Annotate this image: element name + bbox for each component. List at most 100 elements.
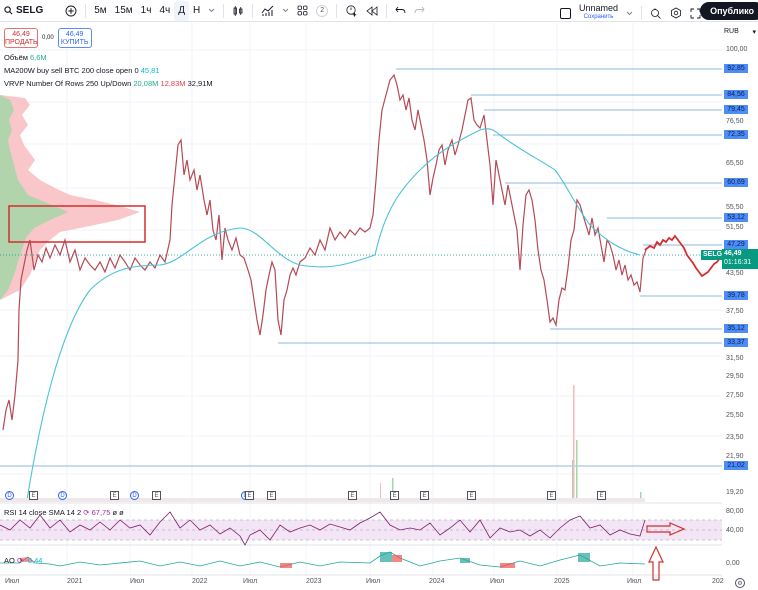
horizontal-levels[interactable] (0, 68, 722, 467)
timeframe-4h[interactable]: 4ч (159, 5, 171, 16)
undo-button[interactable] (391, 1, 410, 21)
layouts-button[interactable] (293, 1, 312, 21)
bar-countdown: 01:16:31 (724, 259, 752, 266)
ma-value: 45,81 (140, 66, 160, 75)
indicators-dropdown[interactable] (278, 1, 293, 21)
scale-label: 65,50 (726, 160, 744, 167)
currency-select[interactable]: RUB ▾ (724, 28, 756, 36)
ao-name: AO (4, 556, 15, 565)
scale-label: 43,50 (726, 270, 744, 277)
rsi-scale-40: 40,00 (726, 527, 744, 534)
earnings-marker[interactable]: E (152, 491, 161, 500)
earnings-marker[interactable]: E (420, 491, 429, 500)
rsi-scale-80: 80,00 (726, 508, 744, 515)
layout-name-button[interactable]: Unnamed Сохранить (575, 4, 622, 22)
divider (223, 3, 225, 18)
time-label: 2024 (429, 578, 445, 585)
layouts-count[interactable]: 2 (312, 1, 332, 21)
gear-icon (671, 7, 681, 19)
indicators-button[interactable] (257, 1, 278, 21)
level-tag: 84,56 (724, 90, 748, 99)
earnings-marker[interactable]: E (597, 491, 606, 500)
time-label: Июл (130, 578, 145, 585)
up-arrow-annotation[interactable] (648, 545, 664, 581)
earnings-marker[interactable]: E (348, 491, 357, 500)
rewind-icon (366, 5, 378, 16)
timeframe-15m[interactable]: 15м (114, 5, 133, 16)
legend-vrvp[interactable]: VRVP Number Of Rows 250 Up/Down 20,08M 1… (4, 77, 213, 90)
scale-label: 76,50 (726, 118, 744, 125)
scale-label: 19,20 (726, 489, 744, 496)
last-price: 46,49 (724, 250, 742, 257)
ao-scale-0: 0,00 (726, 560, 740, 567)
rsi-extra-1: ø (112, 508, 118, 517)
earnings-marker[interactable]: E (467, 491, 476, 500)
replay-button[interactable] (362, 1, 382, 21)
alert-button[interactable] (341, 1, 362, 21)
scale-label: 100,00 (726, 46, 748, 53)
divider (252, 3, 254, 18)
scale-label: 25,50 (726, 412, 744, 419)
gear-icon: ⚙ (737, 580, 743, 587)
dividend-marker[interactable]: D (130, 491, 139, 500)
earnings-marker[interactable]: E (547, 491, 556, 500)
chart-canvas[interactable] (0, 23, 722, 590)
timeframe-1h[interactable]: 1ч (140, 5, 152, 16)
undo-icon (395, 6, 406, 14)
level-tag: 21,02 (724, 461, 748, 470)
sell-label: ПРОДАТЬ (5, 39, 38, 46)
layout-dropdown[interactable] (622, 3, 637, 23)
earnings-marker[interactable]: E (267, 491, 276, 500)
quick-search-button[interactable] (646, 3, 666, 23)
fullscreen-button[interactable] (686, 3, 705, 23)
square-icon (560, 7, 571, 19)
rsi-arrow-annotation[interactable] (646, 522, 686, 536)
publish-button[interactable]: Опублико (700, 2, 758, 20)
sell-button[interactable]: 46,49 ПРОДАТЬ (4, 28, 38, 48)
legend-ma200w[interactable]: MA200W buy sell BTC 200 close open 0 45,… (4, 64, 213, 77)
earnings-marker[interactable]: E (245, 491, 254, 500)
volume-name: Объём (4, 53, 28, 62)
time-label: 2023 (306, 578, 322, 585)
currency-label: RUB (724, 28, 739, 35)
timeframe-day[interactable]: Д (174, 0, 190, 21)
compare-symbol-button[interactable] (61, 1, 81, 21)
redo-button[interactable] (410, 1, 429, 21)
forecast-annotation-line[interactable] (644, 234, 721, 278)
timeframe-week[interactable]: Н (193, 5, 201, 16)
symbol-search[interactable]: SELG (0, 1, 47, 21)
ao-legend[interactable]: AO ⟳ -0,44 (4, 556, 42, 565)
layout-save-label: Сохранить (583, 14, 614, 20)
price-scale[interactable]: RUB ▾ 100,00 76,50 65,50 55,50 51,50 43,… (722, 23, 758, 590)
buy-button[interactable]: 46,49 КУПИТЬ (57, 28, 92, 48)
rsi-legend[interactable]: RSI 14 close SMA 14 2 ⟳ 67,75 ø ø (4, 508, 124, 517)
timeframe-5m[interactable]: 5м (94, 5, 107, 16)
time-axis[interactable]: Июл 2021 Июл 2022 Июл 2023 Июл 2024 Июл … (0, 578, 724, 590)
chart-pane[interactable]: D E D E D E D E E E E E E E E RSI 14 clo… (0, 23, 722, 590)
last-price-tag: 46,49 01:16:31 (722, 249, 758, 269)
earnings-marker[interactable]: E (110, 491, 119, 500)
earnings-marker[interactable]: E (390, 491, 399, 500)
highlight-box-annotation[interactable] (8, 205, 146, 243)
legend-volume[interactable]: Объём 6,6M (4, 51, 213, 64)
settings-button[interactable] (666, 3, 686, 23)
level-tag: 47,29 (724, 240, 748, 249)
time-label: Июл (490, 578, 505, 585)
scale-label: 55,50 (726, 204, 744, 211)
spread-value: 0,00 (42, 35, 54, 41)
dividend-marker[interactable]: D (5, 491, 14, 500)
chart-type-button[interactable] (228, 1, 248, 21)
sell-price: 46,49 (12, 31, 30, 38)
top-toolbar: SELG 5м 15м 1ч 4ч Д Н 2 Un (0, 0, 758, 22)
level-tag: 72,35 (724, 130, 748, 139)
axis-settings-button[interactable]: ⚙ (735, 578, 745, 588)
timeframe-dropdown[interactable] (204, 1, 219, 21)
volume-profile (0, 95, 140, 300)
fullscreen-icon (690, 8, 701, 18)
earnings-marker[interactable]: E (29, 491, 38, 500)
scale-label: 27,50 (726, 392, 744, 399)
time-label: 2025 (554, 578, 570, 585)
rsi-name: RSI 14 close SMA 14 2 (4, 508, 82, 517)
dividend-marker[interactable]: D (58, 491, 67, 500)
select-layout-checkbox[interactable] (556, 3, 575, 23)
